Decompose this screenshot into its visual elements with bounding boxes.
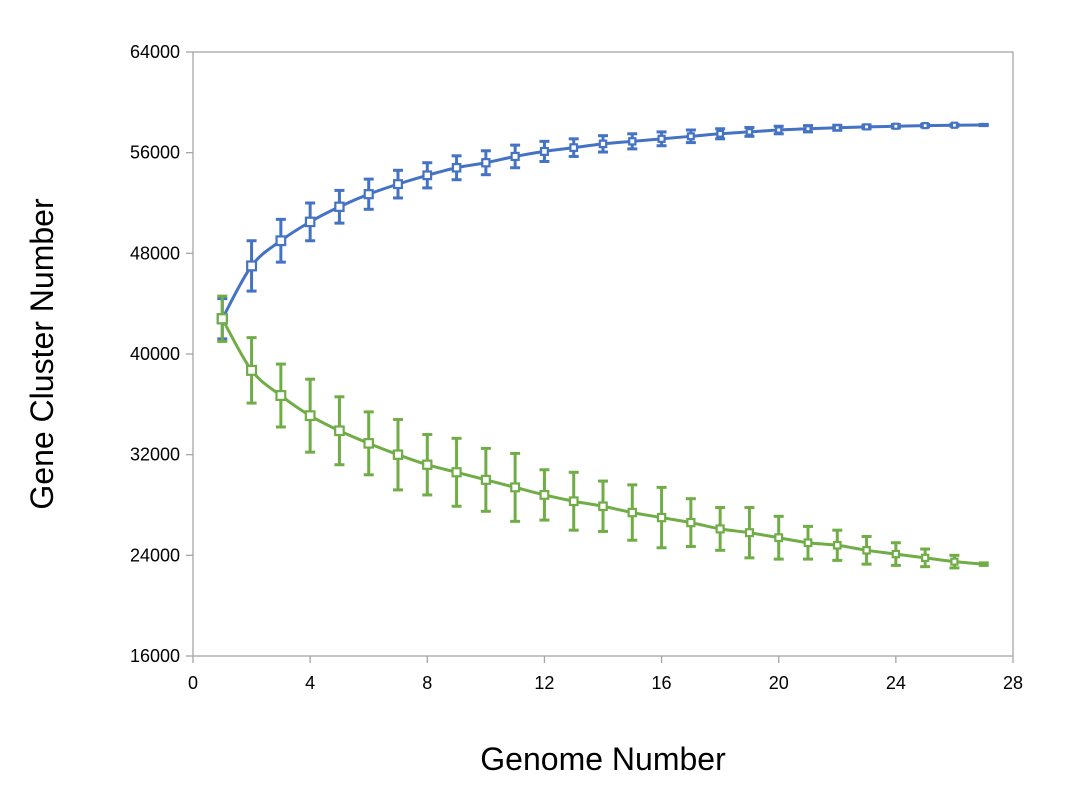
- data-point-marker: [891, 549, 901, 559]
- series-layer: [216, 121, 989, 570]
- data-point-marker: [451, 162, 462, 173]
- data-point-marker: [275, 235, 287, 247]
- data-point-marker: [716, 129, 725, 138]
- data-point-marker: [804, 125, 812, 133]
- data-point-marker: [392, 449, 404, 460]
- data-point-marker: [275, 390, 287, 402]
- y-tick-label: 24000: [130, 545, 180, 565]
- data-point-marker: [480, 474, 491, 485]
- data-point-marker: [832, 540, 842, 550]
- data-point-marker: [393, 179, 404, 190]
- data-point-marker: [745, 128, 754, 136]
- data-point-marker: [686, 132, 695, 141]
- data-point-marker: [422, 170, 433, 181]
- data-point-marker: [304, 216, 316, 228]
- data-point-marker: [862, 123, 871, 131]
- data-point-marker: [334, 201, 345, 212]
- y-tick-label: 40000: [130, 344, 180, 364]
- x-tick-label: 16: [652, 673, 672, 693]
- data-point-marker: [627, 507, 638, 518]
- data-point-marker: [539, 146, 549, 156]
- data-point-marker: [950, 121, 959, 129]
- x-tick-labels: 0 4 8 12 16 20 24 28: [188, 656, 1023, 693]
- data-point-marker: [422, 459, 433, 470]
- y-tick-labels: 16000 24000 32000 40000 48000 56000 64000: [130, 42, 193, 666]
- data-point-marker: [775, 126, 783, 134]
- data-point-marker: [510, 151, 520, 162]
- y-tick-label: 48000: [130, 243, 180, 263]
- data-point-marker: [803, 538, 813, 548]
- data-point-marker: [657, 134, 666, 143]
- data-point-marker: [216, 313, 228, 325]
- x-axis-title: Genome Number: [480, 741, 726, 777]
- data-point-marker: [598, 501, 608, 512]
- data-point-marker: [568, 496, 579, 507]
- data-point-marker: [304, 410, 316, 422]
- data-point-marker: [686, 517, 696, 528]
- data-point-marker: [833, 124, 841, 132]
- data-point-marker: [774, 533, 784, 543]
- x-tick-label: 20: [769, 673, 789, 693]
- x-tick-label: 12: [534, 673, 554, 693]
- data-point-marker: [569, 143, 579, 153]
- data-point-marker: [510, 482, 521, 493]
- data-point-marker: [656, 512, 667, 523]
- series-2: [216, 294, 989, 570]
- data-point-marker: [921, 122, 929, 130]
- y-tick-label: 56000: [130, 143, 180, 163]
- x-tick-label: 0: [188, 673, 198, 693]
- data-point-marker: [363, 189, 374, 200]
- y-axis-title: Gene Cluster Number: [24, 198, 60, 510]
- data-point-marker: [862, 546, 871, 555]
- y-tick-label: 16000: [130, 646, 180, 666]
- data-point-marker: [539, 489, 550, 500]
- data-point-marker: [920, 553, 930, 563]
- data-point-marker: [598, 139, 608, 149]
- data-point-marker: [246, 260, 258, 272]
- data-point-marker: [950, 557, 959, 566]
- x-tick-label: 24: [886, 673, 906, 693]
- x-tick-label: 4: [305, 673, 315, 693]
- data-point-marker: [451, 467, 462, 478]
- x-tick-label: 8: [422, 673, 432, 693]
- data-point-marker: [246, 364, 258, 376]
- y-tick-label: 64000: [130, 42, 180, 62]
- data-point-marker: [481, 158, 491, 168]
- data-point-marker: [892, 122, 900, 130]
- error-bar: [978, 122, 989, 128]
- x-tick-label: 28: [1003, 673, 1023, 693]
- data-point-marker: [715, 524, 725, 534]
- data-point-marker: [744, 528, 754, 538]
- data-point-marker: [334, 425, 345, 437]
- error-bar: [978, 561, 989, 567]
- y-tick-label: 32000: [130, 445, 180, 465]
- data-point-marker: [363, 438, 375, 449]
- data-point-marker: [628, 137, 637, 146]
